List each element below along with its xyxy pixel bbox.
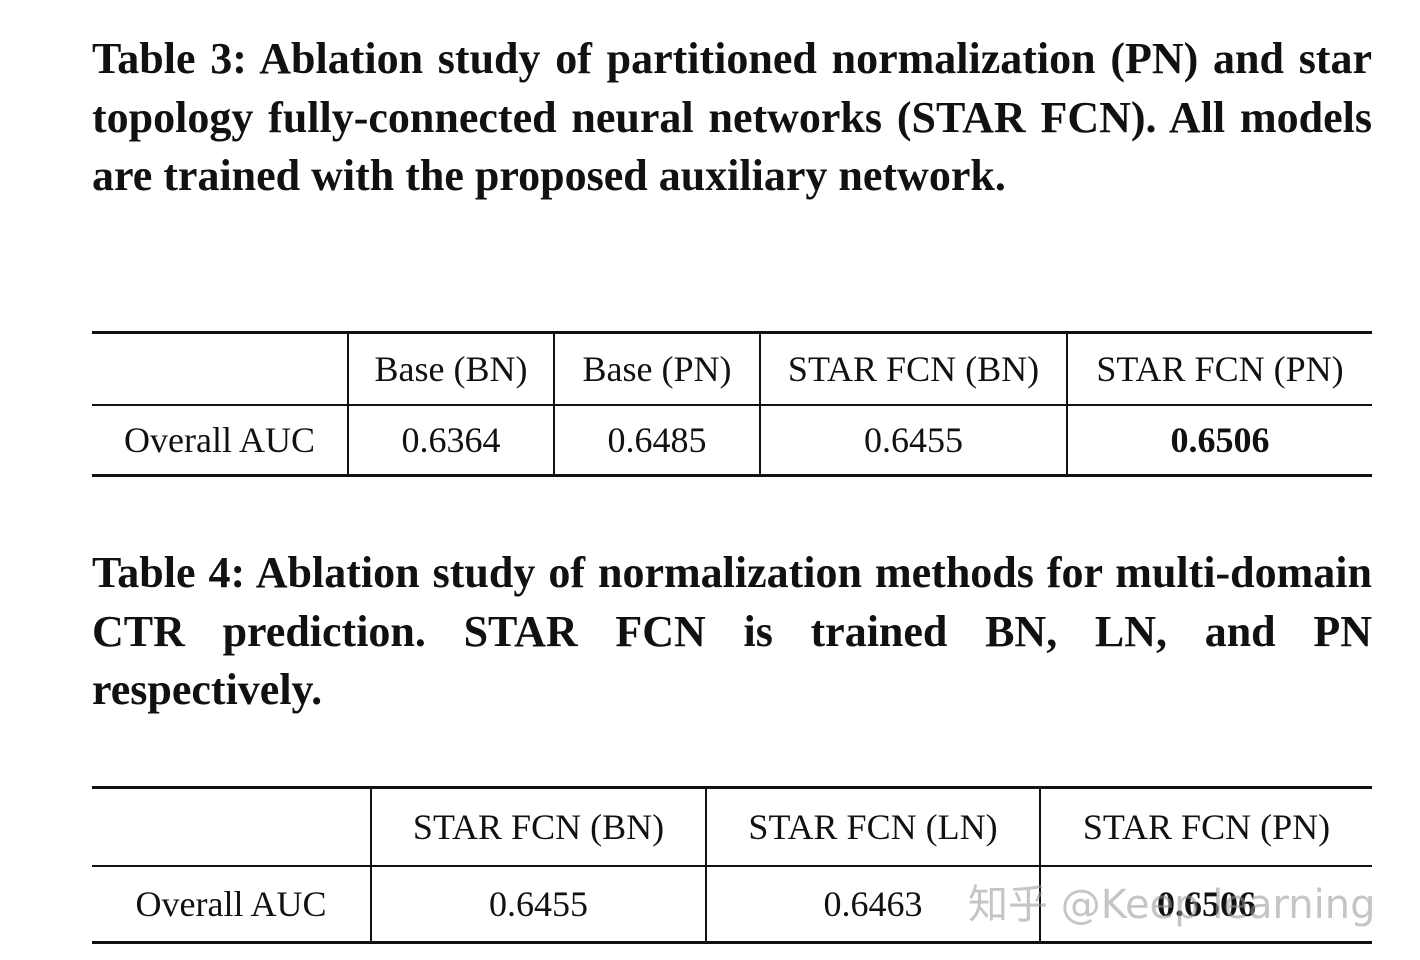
table3-header-star-bn: STAR FCN (BN): [759, 331, 1067, 406]
table4-header-row: STAR FCN (BN) STAR FCN (LN) STAR FCN (PN…: [92, 786, 1372, 867]
table3-header-base-pn: Base (PN): [553, 331, 760, 406]
table-row: Overall AUC 0.6364 0.6485 0.6455 0.6506: [92, 405, 1372, 477]
table4-header-empty: [92, 786, 371, 867]
table4-caption: Table 4: Ablation study of normalization…: [92, 548, 1372, 714]
table4-value-star-pn: 0.6506: [1039, 866, 1372, 944]
table4-header-star-ln: STAR FCN (LN): [705, 786, 1040, 867]
table3-header-star-pn: STAR FCN (PN): [1066, 331, 1372, 406]
table4-value-star-bn: 0.6455: [370, 866, 706, 944]
table3-row-label: Overall AUC: [92, 405, 348, 477]
table3: Base (BN) Base (PN) STAR FCN (BN) STAR F…: [92, 331, 1372, 477]
table3-header-row: Base (BN) Base (PN) STAR FCN (BN) STAR F…: [92, 331, 1372, 406]
table3-header-empty: [92, 331, 348, 406]
table4-header-star-bn: STAR FCN (BN): [370, 786, 706, 867]
table3-value-base-bn: 0.6364: [347, 405, 554, 477]
table3-value-star-pn: 0.6506: [1066, 405, 1372, 477]
table3-value-base-pn: 0.6485: [553, 405, 760, 477]
table3-caption: Table 3: Ablation study of partitioned n…: [92, 34, 1372, 200]
table4-row-label: Overall AUC: [92, 866, 371, 944]
table4-header-star-pn: STAR FCN (PN): [1039, 786, 1372, 867]
table4-value-star-ln: 0.6463: [705, 866, 1040, 944]
table-row: Overall AUC 0.6455 0.6463 0.6506: [92, 866, 1372, 944]
table3-value-star-bn: 0.6455: [759, 405, 1067, 477]
table4: STAR FCN (BN) STAR FCN (LN) STAR FCN (PN…: [92, 786, 1372, 944]
table3-header-base-bn: Base (BN): [347, 331, 554, 406]
